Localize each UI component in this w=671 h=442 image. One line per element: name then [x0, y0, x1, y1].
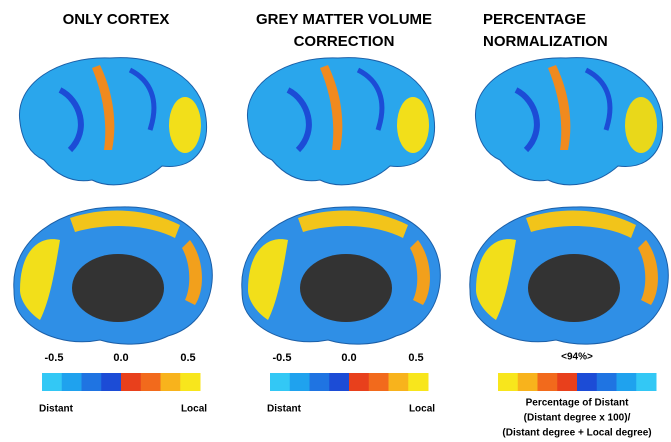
colorbar-segment — [388, 373, 409, 391]
colorbar-segment — [180, 373, 201, 391]
panel-title: ONLY CORTEX — [63, 11, 170, 28]
patch — [20, 239, 60, 320]
patch — [584, 67, 613, 131]
colorbar-segment — [517, 373, 538, 391]
brain-medial — [469, 206, 669, 345]
brain-lateral — [474, 57, 664, 186]
panel-title: NORMALIZATION — [483, 33, 608, 50]
patch — [625, 97, 657, 153]
colorbar-caption: Percentage of Distant — [526, 398, 629, 409]
patch — [128, 67, 157, 131]
colorbar-segment — [101, 373, 122, 391]
colorbar-segment — [329, 373, 350, 391]
colorbar-segment — [81, 373, 102, 391]
patch — [514, 87, 540, 153]
colorbar-segment — [557, 373, 578, 391]
colorbar-segment — [408, 373, 429, 391]
colorbar-tick-label: 0.5 — [180, 352, 195, 364]
patch — [410, 240, 430, 305]
patch — [320, 65, 343, 150]
colorbar-tick-label: -0.5 — [45, 352, 64, 364]
panel: GREY MATTER VOLUME CORRECTION -0.5 0.0 0.5 Di… — [241, 11, 441, 415]
colorbar-segment — [498, 373, 519, 391]
colorbar-tick-label: 0.0 — [341, 352, 356, 364]
patch — [58, 87, 84, 153]
colorbar-caption: (Distant degree x 100)/ — [524, 413, 631, 424]
brain-medial — [241, 206, 441, 345]
patch — [92, 65, 115, 150]
colorbar-segment — [368, 373, 389, 391]
patch — [169, 97, 201, 153]
colorbar-segment — [289, 373, 310, 391]
colorbar-left-label: Distant — [267, 404, 302, 415]
colorbar-caption: (Distant degree + Local degree) — [502, 428, 651, 439]
patch — [182, 240, 202, 305]
colorbar-segment — [160, 373, 181, 391]
colorbar-segment — [636, 373, 657, 391]
colorbar-segment — [349, 373, 370, 391]
patch — [638, 240, 658, 305]
medial-wall — [528, 254, 620, 322]
patch — [526, 210, 636, 238]
patch — [70, 210, 180, 238]
colorbar-tick-label: 0.0 — [113, 352, 128, 364]
colorbar-segment — [140, 373, 161, 391]
colorbar-right-label: Local — [181, 404, 207, 415]
colorbar-right-label: Local — [409, 404, 435, 415]
patch — [476, 239, 516, 320]
colorbar-segment — [42, 373, 63, 391]
panel: ONLY CORTEX -0.5 0.0 0.5 Distant Local — [13, 11, 213, 415]
panel: PERCENTAGE NORMALIZATION <94%> Percentage o… — [469, 11, 669, 439]
brain-lateral — [246, 57, 436, 186]
colorbar-segment — [616, 373, 637, 391]
colorbar-segment — [537, 373, 558, 391]
brain-medial — [13, 206, 213, 345]
panel-title: PERCENTAGE — [483, 11, 586, 28]
patch — [356, 67, 385, 131]
patch — [248, 239, 288, 320]
colorbar-segment — [309, 373, 330, 391]
colorbar-segment — [270, 373, 291, 391]
medial-wall — [72, 254, 164, 322]
colorbar-segment — [121, 373, 142, 391]
colorbar-segment — [596, 373, 617, 391]
colorbar-tick-label: -0.5 — [273, 352, 292, 364]
patch — [397, 97, 429, 153]
colorbar-segment — [577, 373, 598, 391]
panel-title: CORRECTION — [294, 33, 395, 50]
colorbar-center-label: <94%> — [561, 352, 593, 363]
patch — [298, 210, 408, 238]
brain-lateral — [18, 57, 208, 186]
colorbar-left-label: Distant — [39, 404, 74, 415]
colorbar-segment — [61, 373, 82, 391]
colorbar-tick-label: 0.5 — [408, 352, 423, 364]
medial-wall — [300, 254, 392, 322]
panel-title: GREY MATTER VOLUME — [256, 11, 432, 28]
patch — [286, 87, 312, 153]
patch — [548, 65, 571, 150]
